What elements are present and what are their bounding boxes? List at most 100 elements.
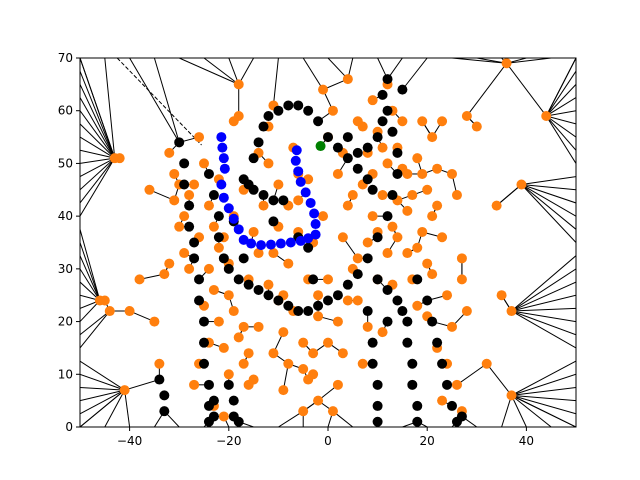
orange-point bbox=[313, 395, 324, 406]
edge-line bbox=[476, 58, 507, 64]
black-point bbox=[283, 300, 294, 311]
black-point bbox=[367, 184, 378, 195]
black-point bbox=[342, 279, 353, 290]
orange-point bbox=[451, 190, 462, 201]
blue-point bbox=[309, 208, 320, 219]
blue-point bbox=[295, 176, 306, 187]
black-point bbox=[382, 316, 393, 327]
edge-line bbox=[545, 58, 576, 117]
orange-point bbox=[99, 295, 110, 306]
black-point bbox=[238, 253, 249, 264]
orange-point bbox=[233, 332, 244, 343]
edge-line bbox=[238, 58, 255, 85]
orange-point bbox=[313, 290, 324, 301]
black-point bbox=[228, 395, 239, 406]
orange-point bbox=[357, 121, 368, 132]
edge-line bbox=[80, 360, 125, 391]
black-point bbox=[332, 290, 343, 301]
black-point bbox=[427, 316, 438, 327]
black-point bbox=[372, 379, 383, 390]
orange-point bbox=[382, 248, 393, 259]
black-point bbox=[387, 190, 398, 201]
edge-line bbox=[546, 115, 576, 125]
orange-point bbox=[377, 327, 388, 338]
orange-point bbox=[451, 379, 462, 390]
orange-point bbox=[189, 379, 200, 390]
blue-point bbox=[256, 240, 267, 251]
orange-point bbox=[506, 390, 517, 401]
orange-point bbox=[332, 316, 343, 327]
orange-point bbox=[362, 237, 373, 248]
black-point bbox=[412, 400, 423, 411]
x-tick-label: −40 bbox=[117, 434, 142, 448]
black-point bbox=[407, 358, 418, 369]
edge-line bbox=[80, 149, 115, 159]
orange-point bbox=[184, 263, 195, 274]
orange-point bbox=[298, 364, 309, 375]
edge-line bbox=[80, 389, 125, 402]
black-point bbox=[352, 163, 363, 174]
black-point bbox=[218, 253, 229, 264]
edge-line bbox=[511, 310, 576, 349]
orange-point bbox=[516, 179, 527, 190]
orange-point bbox=[332, 379, 343, 390]
black-point bbox=[184, 200, 195, 211]
orange-point bbox=[501, 58, 512, 69]
blue-point bbox=[305, 197, 316, 208]
orange-point bbox=[357, 358, 368, 369]
blue-point bbox=[290, 155, 301, 166]
orange-point bbox=[278, 385, 289, 396]
edge-line bbox=[178, 58, 239, 85]
black-point bbox=[303, 105, 314, 116]
edge-line bbox=[456, 363, 488, 386]
blue-point bbox=[291, 145, 302, 156]
black-point bbox=[382, 74, 393, 85]
black-point bbox=[174, 137, 185, 148]
black-point bbox=[397, 84, 408, 95]
orange-point bbox=[417, 116, 428, 127]
edge-line bbox=[80, 157, 115, 178]
orange-point bbox=[377, 190, 388, 201]
black-point bbox=[402, 316, 413, 327]
orange-point bbox=[228, 306, 239, 317]
orange-point bbox=[169, 168, 180, 179]
edge-line bbox=[80, 242, 101, 301]
black-point bbox=[342, 132, 353, 143]
orange-point bbox=[422, 184, 433, 195]
black-point bbox=[199, 316, 209, 327]
orange-point bbox=[481, 358, 492, 369]
edge-line bbox=[506, 62, 547, 117]
edge-line bbox=[521, 184, 576, 243]
black-point bbox=[199, 337, 209, 348]
black-point bbox=[447, 400, 457, 411]
black-point bbox=[362, 253, 373, 264]
edge-line bbox=[80, 157, 116, 191]
edge-line bbox=[302, 58, 324, 90]
orange-point bbox=[323, 337, 333, 348]
green-point bbox=[315, 141, 326, 152]
black-point bbox=[213, 211, 224, 222]
orange-point bbox=[417, 226, 428, 237]
black-point bbox=[402, 337, 413, 348]
orange-point bbox=[233, 79, 244, 90]
black-point bbox=[352, 147, 363, 158]
orange-point bbox=[154, 358, 165, 369]
black-point bbox=[392, 295, 403, 306]
orange-point bbox=[412, 153, 423, 164]
blue-point bbox=[216, 132, 227, 143]
orange-point bbox=[541, 110, 552, 121]
edge-line bbox=[451, 58, 507, 64]
edge-line bbox=[80, 229, 101, 301]
orange-point bbox=[179, 248, 190, 259]
orange-point bbox=[327, 105, 338, 116]
black-point bbox=[179, 179, 190, 190]
edge-line bbox=[545, 70, 576, 117]
x-axis-ticks: −40 −20 0 20 40 bbox=[117, 427, 534, 448]
blue-point bbox=[293, 166, 304, 177]
black-point bbox=[407, 379, 418, 390]
blue-point bbox=[217, 142, 228, 153]
edge-line bbox=[203, 58, 240, 85]
edge-line bbox=[80, 157, 116, 217]
edge-line bbox=[545, 97, 576, 117]
black-point bbox=[303, 242, 314, 253]
